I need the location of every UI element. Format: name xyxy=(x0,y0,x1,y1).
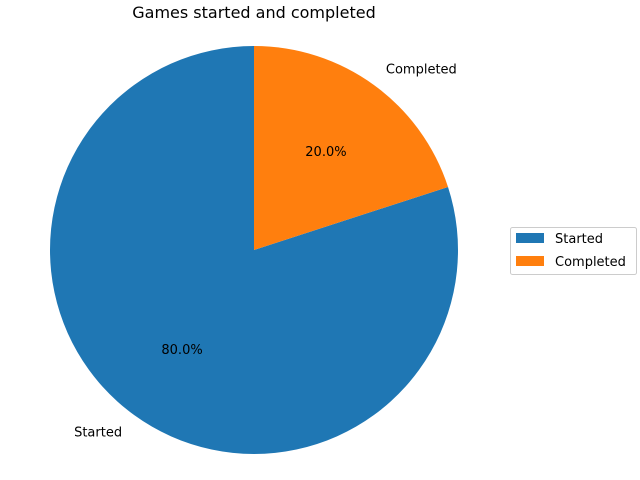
legend-label-completed: Completed xyxy=(555,255,626,270)
slice-label-started: Started xyxy=(74,426,122,441)
slice-percent-completed: 20.0% xyxy=(305,145,346,160)
legend-swatch-started xyxy=(516,233,544,243)
legend-swatch-completed xyxy=(516,256,544,266)
pie-slices xyxy=(49,46,458,455)
legend: Started Completed xyxy=(510,227,637,275)
pie-labels: Started 80.0% Completed 20.0% xyxy=(74,62,457,440)
pie-slice-started xyxy=(49,46,458,455)
pie-slice-completed xyxy=(254,46,449,250)
legend-label-started: Started xyxy=(555,232,603,247)
slice-label-completed: Completed xyxy=(386,62,457,77)
chart-title: Games started and completed xyxy=(132,3,375,22)
slice-percent-started: 80.0% xyxy=(161,343,202,358)
